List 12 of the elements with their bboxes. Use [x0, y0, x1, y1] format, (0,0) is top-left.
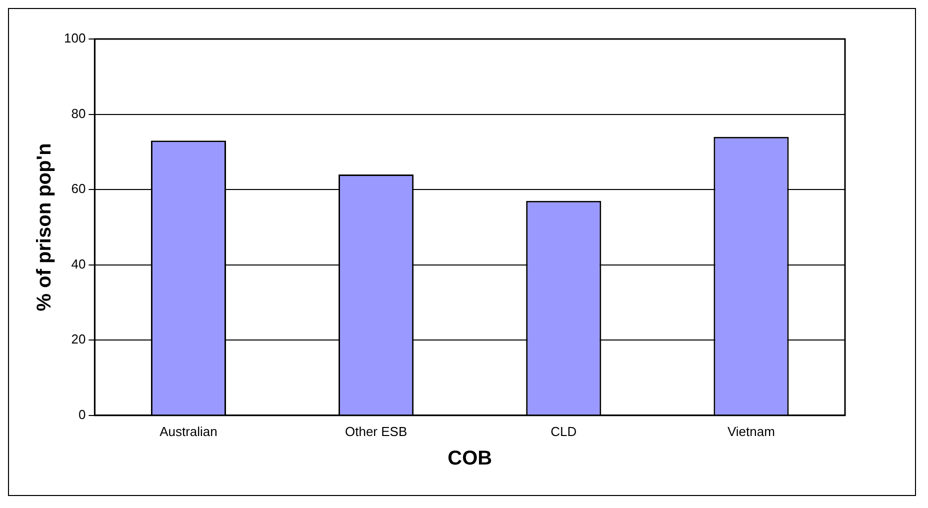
- x-tick-label: CLD: [550, 424, 577, 439]
- x-axis-title: COB: [448, 448, 492, 470]
- y-tick-label: 60: [71, 181, 86, 196]
- y-axis-title: % of prison pop'n: [34, 143, 56, 312]
- y-tick-label: 40: [71, 256, 86, 272]
- y-tick-label: 80: [71, 106, 86, 121]
- y-tick-label: 20: [71, 332, 86, 347]
- x-tick-label: Australian: [160, 424, 218, 439]
- x-tick-label: Other ESB: [344, 424, 408, 439]
- x-tick-label: Vietnam: [727, 424, 775, 439]
- y-tick-label: 0: [78, 406, 86, 422]
- y-tick-label: 100: [64, 30, 86, 46]
